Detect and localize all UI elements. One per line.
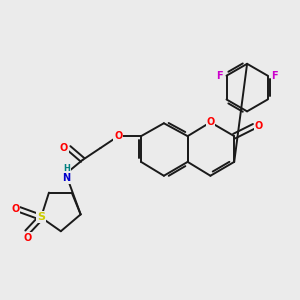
Text: O: O bbox=[255, 121, 263, 131]
Text: O: O bbox=[23, 233, 31, 243]
Text: O: O bbox=[114, 131, 122, 141]
Text: F: F bbox=[271, 71, 278, 81]
Text: F: F bbox=[216, 71, 223, 81]
Text: O: O bbox=[11, 204, 20, 214]
Text: O: O bbox=[206, 117, 214, 127]
Text: O: O bbox=[60, 143, 68, 153]
Text: S: S bbox=[37, 212, 45, 222]
Text: H: H bbox=[63, 164, 70, 173]
Text: N: N bbox=[62, 173, 70, 183]
